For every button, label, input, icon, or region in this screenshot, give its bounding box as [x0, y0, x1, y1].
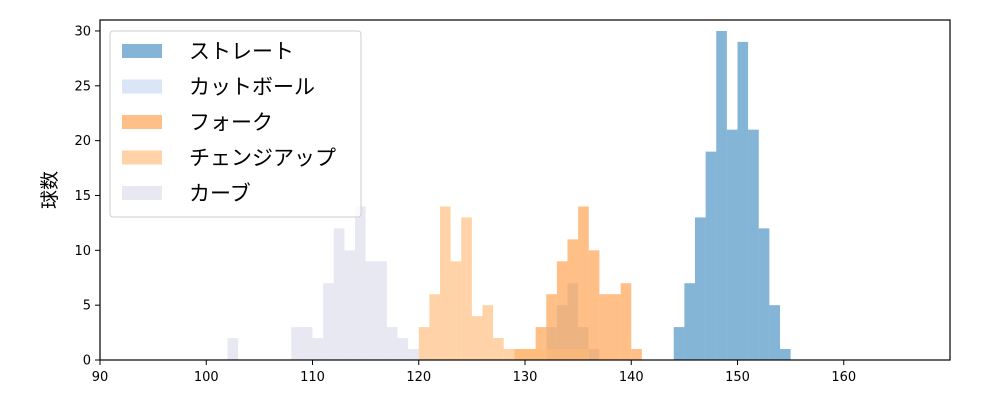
- legend-label-1: カットボール: [189, 75, 315, 99]
- x-tick-label-7: 160: [831, 370, 856, 385]
- legend-label-3: チェンジアップ: [189, 146, 336, 170]
- bars-layer: [227, 30, 791, 360]
- x-tick-label-6: 150: [725, 370, 750, 385]
- bar-0-8: [758, 228, 770, 360]
- bar-4-1: [291, 327, 302, 360]
- bar-0-2: [695, 217, 706, 360]
- legend-swatch-4: [122, 186, 162, 200]
- bar-0-3: [705, 151, 717, 360]
- bar-3-0: [418, 327, 430, 360]
- y-tick-label-2: 10: [74, 244, 91, 259]
- x-tick-label-5: 140: [619, 370, 644, 385]
- bar-3-14: [567, 349, 579, 360]
- bar-3-5: [471, 316, 483, 360]
- bar-2-11: [631, 349, 642, 360]
- bar-2-2: [535, 327, 547, 360]
- y-tick-label-0: 0: [83, 354, 91, 369]
- bar-3-9: [514, 349, 525, 360]
- bar-0-6: [737, 41, 749, 360]
- bar-0-5: [726, 129, 738, 360]
- y-tick-label-5: 25: [74, 79, 91, 94]
- x-tick-label-4: 130: [513, 370, 538, 385]
- y-tick-label-3: 15: [74, 189, 91, 204]
- y-tick-label-1: 5: [83, 299, 91, 314]
- bar-0-10: [780, 349, 791, 360]
- bar-2-10: [620, 283, 632, 360]
- bar-4-3: [312, 338, 324, 360]
- bar-2-9: [610, 294, 621, 360]
- bar-2-7: [588, 250, 600, 360]
- bar-3-11: [535, 349, 547, 360]
- bar-0-0: [673, 327, 685, 360]
- bar-2-6: [578, 206, 589, 360]
- bar-4-10: [386, 327, 398, 360]
- bar-0-1: [684, 283, 695, 360]
- y-tick-label-6: 30: [74, 24, 91, 39]
- bar-0-4: [716, 30, 727, 360]
- bar-3-6: [482, 305, 494, 360]
- bar-3-4: [461, 217, 472, 360]
- bar-2-4: [556, 261, 568, 360]
- bar-3-3: [450, 261, 462, 360]
- bar-2-3: [546, 294, 557, 360]
- legend-label-0: ストレート: [189, 40, 294, 64]
- bar-2-5: [567, 239, 579, 360]
- bar-4-9: [376, 261, 387, 360]
- bar-3-13: [556, 349, 568, 360]
- bar-3-15: [578, 349, 589, 360]
- bar-4-6: [344, 250, 355, 360]
- bar-4-11: [397, 338, 409, 360]
- legend-swatch-3: [122, 150, 162, 165]
- legend-swatch-0: [122, 44, 162, 58]
- bar-0-7: [748, 129, 759, 360]
- x-tick-label-3: 120: [406, 370, 431, 385]
- bar-4-5: [333, 228, 345, 360]
- x-tick-label-0: 90: [92, 370, 109, 385]
- legend-box: [109, 30, 362, 218]
- bar-4-4: [323, 283, 334, 360]
- bar-3-1: [429, 294, 440, 360]
- bar-3-2: [440, 206, 451, 360]
- y-tick-label-4: 20: [74, 134, 91, 149]
- bar-0-9: [769, 305, 780, 360]
- bar-4-2: [301, 327, 313, 360]
- bar-4-0: [227, 338, 239, 360]
- bar-3-8: [503, 349, 515, 360]
- x-tick-label-2: 110: [300, 370, 325, 385]
- bar-3-10: [525, 349, 536, 360]
- legend-swatch-1: [122, 79, 162, 94]
- legend-label-2: フォーク: [189, 111, 273, 135]
- legend-label-4: カーブ: [189, 182, 251, 206]
- legend-swatch-2: [122, 115, 162, 129]
- bar-4-7: [355, 206, 366, 360]
- bar-4-12: [408, 349, 419, 360]
- bar-3-12: [546, 349, 557, 360]
- bar-2-8: [599, 294, 610, 360]
- x-axis: 90 100 110 120 130 140 150 160: [92, 360, 856, 385]
- y-axis-title: 球数: [39, 171, 61, 209]
- bar-4-8: [365, 261, 377, 360]
- y-axis: 0 5 10 15 20 25 30: [74, 24, 100, 369]
- bar-3-7: [493, 338, 504, 360]
- x-tick-label-1: 100: [194, 370, 219, 385]
